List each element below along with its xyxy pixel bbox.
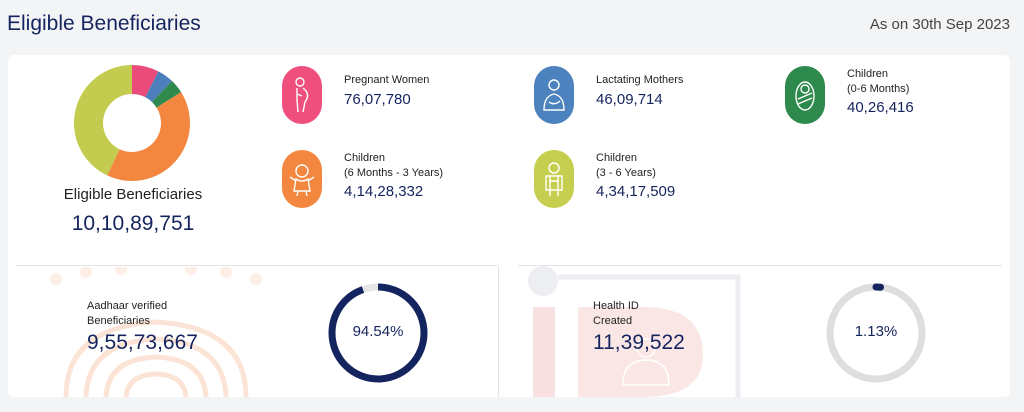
label-line2: Beneficiaries: [87, 315, 150, 327]
label-line2: (0-6 Months): [847, 83, 910, 95]
label-line1: Aadhaar verified: [87, 300, 168, 312]
donut-slice[interactable]: [73, 65, 132, 176]
category-label: Children (0-6 Months): [847, 67, 909, 97]
category-label: Pregnant Women: [344, 74, 430, 86]
label-line1: Health ID: [593, 300, 639, 312]
health-id-value: 11,39,522: [593, 331, 685, 354]
category-value: 4,34,17,509: [596, 183, 676, 200]
label-line1: Children: [596, 152, 637, 164]
donut-slice[interactable]: [151, 80, 182, 108]
donut-slice[interactable]: [132, 65, 159, 98]
beneficiaries-donut-chart: [72, 63, 192, 183]
category-value: 40,26,416: [847, 99, 914, 116]
pregnant-woman-icon: [282, 66, 322, 124]
category-lactating-mothers: Lactating Mothers 46,09,714: [534, 66, 734, 126]
health-id-percent: 1.13%: [854, 323, 898, 340]
aadhaar-watermark-icon: [50, 267, 262, 397]
aadhaar-percent: 94.54%: [352, 323, 404, 340]
label-line1: Children: [344, 152, 385, 164]
category-label: Children (3 - 6 Years): [596, 151, 656, 181]
child-icon: [534, 150, 574, 208]
summary-label: Eligible Beneficiaries: [63, 186, 203, 203]
toddler-icon: [282, 150, 322, 208]
page-title: Eligible Beneficiaries: [7, 12, 201, 35]
aadhaar-label: Aadhaar verified Beneficiaries: [87, 299, 167, 329]
label-line1: Children: [847, 68, 888, 80]
category-pregnant-women: Pregnant Women 76,07,780: [282, 66, 482, 126]
health-id-watermark-icon: [528, 266, 741, 397]
label-line2: (3 - 6 Years): [596, 167, 656, 179]
label-line2: (6 Months - 3 Years): [344, 167, 444, 179]
as-on-date: As on 30th Sep 2023: [869, 16, 1010, 33]
newborn-icon: [785, 66, 825, 124]
category-value: 46,09,714: [596, 91, 663, 108]
ring-progress: [826, 283, 926, 383]
health-id-label: Health ID Created: [593, 299, 639, 329]
lactating-mother-icon: [534, 66, 574, 124]
category-label: Lactating Mothers: [596, 74, 684, 86]
donut-slice[interactable]: [107, 92, 190, 182]
health-id-progress-ring: [826, 283, 926, 383]
category-label: Children (6 Months - 3 Years): [344, 151, 443, 181]
summary-total: 10,10,89,751: [71, 212, 195, 235]
aadhaar-progress-ring: [328, 283, 428, 383]
section-divider: [518, 265, 1002, 266]
column-divider: [498, 266, 499, 397]
category-value: 76,07,780: [344, 91, 411, 108]
donut-slice[interactable]: [145, 71, 172, 102]
ring-progress: [328, 283, 428, 383]
category-children-3-6-years: Children (3 - 6 Years) 4,34,17,509: [534, 150, 734, 210]
category-children-0-6-months: Children (0-6 Months) 40,26,416: [785, 66, 985, 126]
aadhaar-value: 9,55,73,667: [87, 331, 198, 354]
category-value: 4,14,28,332: [344, 183, 424, 200]
label-line2: Created: [593, 315, 633, 327]
beneficiaries-card: Eligible Beneficiaries 10,10,89,751 Preg…: [8, 55, 1010, 397]
category-children-6-months-3-years: Children (6 Months - 3 Years) 4,14,28,332: [282, 150, 482, 210]
section-divider: [16, 265, 498, 266]
